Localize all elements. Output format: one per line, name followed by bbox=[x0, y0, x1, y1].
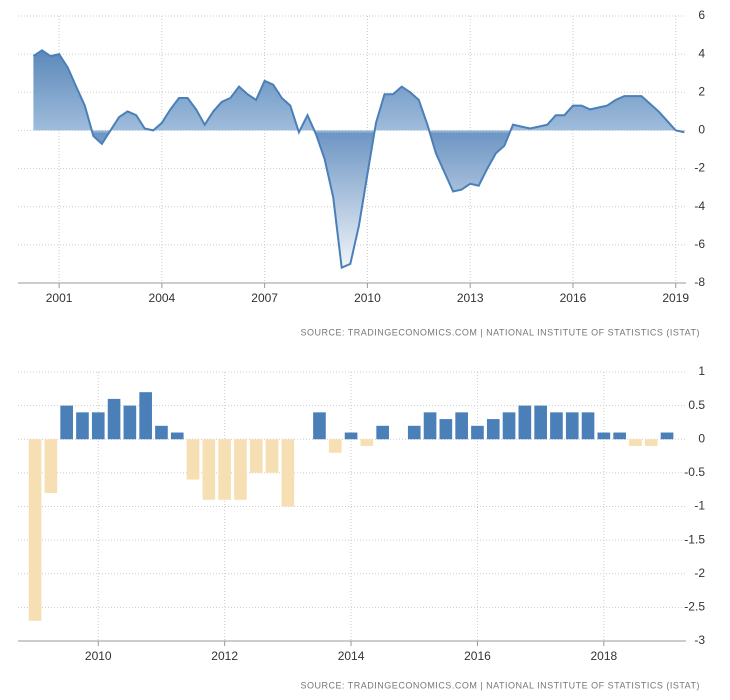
x-tick-label: 2019 bbox=[662, 291, 689, 305]
bar bbox=[218, 439, 231, 500]
bar bbox=[471, 425, 484, 440]
bar bbox=[534, 405, 547, 440]
x-tick-label: 2016 bbox=[560, 291, 587, 305]
x-tick-label: 2016 bbox=[464, 649, 491, 663]
y-tick-label: -3 bbox=[694, 633, 705, 647]
y-tick-label: -4 bbox=[694, 199, 705, 213]
bar bbox=[423, 412, 437, 440]
source: SOURCE: TRADINGECONOMICS.COM | NATIONAL … bbox=[300, 680, 700, 690]
bar bbox=[613, 432, 626, 440]
area bbox=[33, 50, 685, 268]
bar bbox=[139, 392, 152, 440]
bar bbox=[486, 419, 500, 440]
y-tick-label: 4 bbox=[698, 46, 705, 60]
bar bbox=[502, 412, 516, 440]
bar bbox=[249, 439, 263, 473]
y-tick-label: -2 bbox=[694, 566, 705, 580]
y-tick-label: -1.5 bbox=[684, 532, 705, 546]
bar bbox=[581, 412, 595, 440]
x-tick-label: 2001 bbox=[46, 291, 73, 305]
bar bbox=[360, 439, 374, 446]
bar bbox=[344, 432, 358, 440]
x-tick-label: 2018 bbox=[590, 649, 617, 663]
y-tick-label: -0.5 bbox=[684, 465, 705, 479]
x-tick-label: 2013 bbox=[457, 291, 484, 305]
bar bbox=[565, 412, 579, 440]
bar bbox=[313, 412, 326, 440]
bar bbox=[518, 405, 532, 440]
x-tick-label: 2012 bbox=[211, 649, 238, 663]
bar bbox=[107, 398, 121, 440]
bar bbox=[550, 412, 563, 440]
y-tick-label: 0.5 bbox=[688, 398, 705, 412]
bar bbox=[644, 439, 658, 446]
bar bbox=[265, 439, 279, 473]
bar bbox=[186, 439, 200, 480]
x-tick-label: 2004 bbox=[149, 291, 176, 305]
source: SOURCE: TRADINGECONOMICS.COM | NATIONAL … bbox=[300, 327, 700, 337]
line bbox=[32, 49, 685, 270]
x-tick-label: 2010 bbox=[85, 649, 112, 663]
y-tick-label: -2.5 bbox=[684, 600, 705, 614]
y-tick-label: 2 bbox=[698, 84, 705, 98]
bar bbox=[28, 439, 42, 621]
y-tick-label: -1 bbox=[694, 499, 705, 513]
bar bbox=[91, 412, 105, 440]
bar bbox=[76, 412, 89, 440]
bar bbox=[155, 425, 168, 440]
bar bbox=[44, 439, 58, 494]
y-tick-label: -2 bbox=[694, 161, 705, 175]
bar bbox=[123, 405, 137, 440]
bar bbox=[439, 419, 453, 440]
x-tick-label: 2014 bbox=[338, 649, 365, 663]
bar bbox=[660, 432, 674, 440]
bar bbox=[170, 432, 184, 440]
x-tick-label: 2010 bbox=[354, 291, 381, 305]
x-tick-label: 2007 bbox=[251, 291, 278, 305]
bar bbox=[328, 439, 342, 453]
y-tick-label: 6 bbox=[698, 8, 705, 22]
bar bbox=[202, 439, 216, 500]
bar bbox=[376, 425, 389, 440]
y-tick-label: -6 bbox=[694, 237, 705, 251]
bar bbox=[455, 412, 468, 440]
y-tick-label: -8 bbox=[694, 275, 705, 289]
bar bbox=[281, 439, 295, 507]
bar bbox=[597, 432, 611, 440]
bar bbox=[629, 439, 642, 446]
y-tick-label: 0 bbox=[698, 431, 705, 445]
y-tick-label: 1 bbox=[698, 364, 705, 378]
bar bbox=[234, 439, 247, 500]
y-tick-label: 0 bbox=[698, 123, 705, 137]
bar bbox=[60, 405, 73, 440]
bar bbox=[407, 425, 421, 440]
